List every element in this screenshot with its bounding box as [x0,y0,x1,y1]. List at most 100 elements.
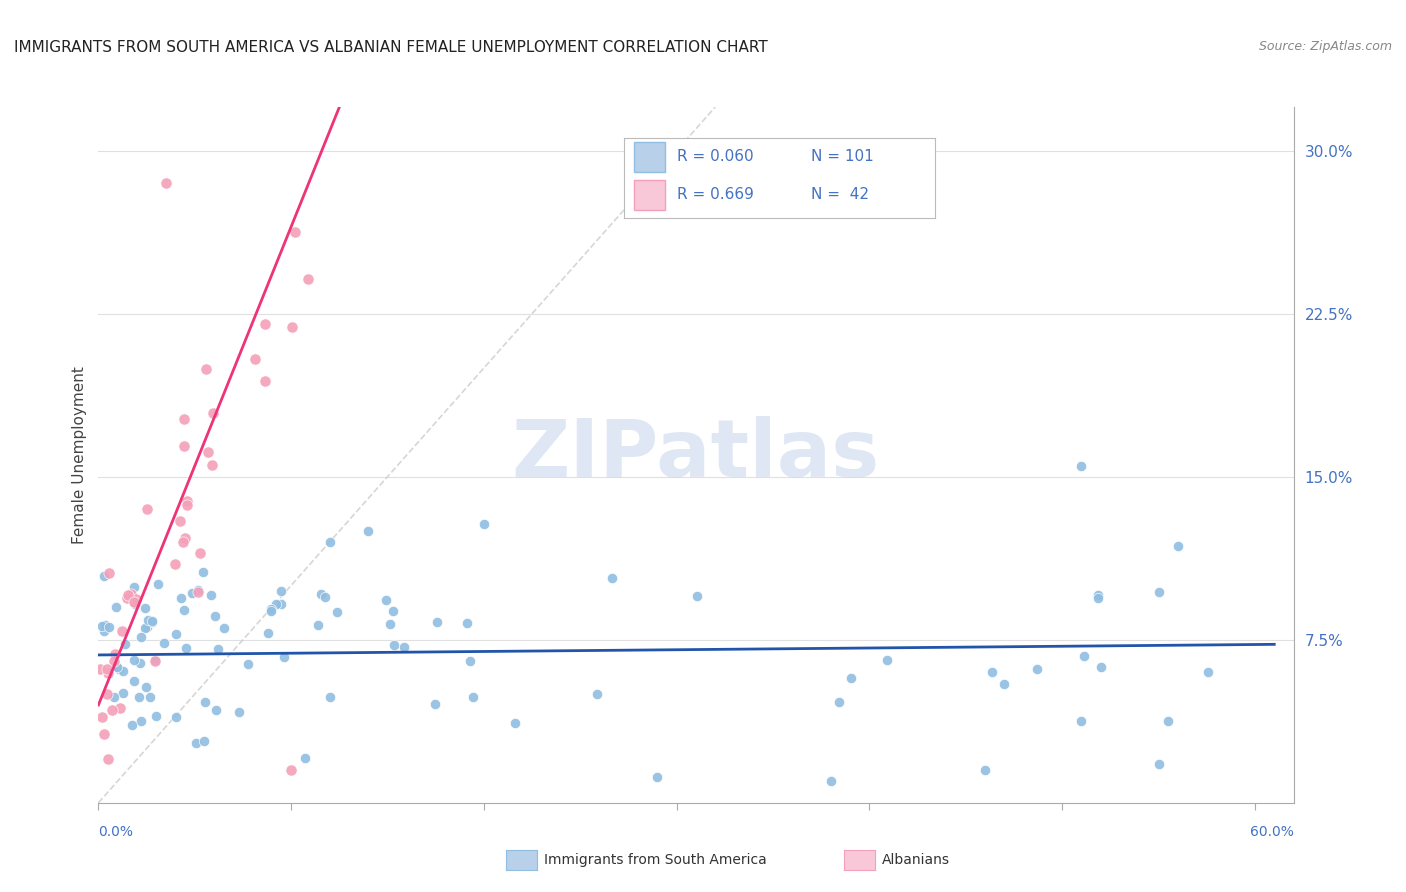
Point [1073,648,1095,663]
Point [309,587,332,601]
Point [197,444,219,458]
Point [173,603,195,617]
Point [1070,458,1092,473]
Point [186,582,208,597]
Text: N = 101: N = 101 [811,149,873,164]
Point [326,605,349,619]
Point [191,565,214,579]
Point [820,774,842,789]
Point [163,557,186,571]
Text: Immigrants from South America: Immigrants from South America [544,853,766,867]
Point [1147,584,1170,599]
Point [121,717,143,731]
Point [974,763,997,777]
Point [319,534,342,549]
Point [89,662,111,676]
Point [1157,714,1180,729]
Point [96,687,118,701]
Point [170,591,193,605]
Point [169,514,191,528]
Text: N =  42: N = 42 [811,187,869,202]
Point [1087,591,1109,605]
Point [176,493,198,508]
Point [115,591,138,605]
Point [980,665,1002,679]
Point [180,586,202,600]
Point [212,621,235,635]
Point [253,318,276,332]
Point [456,615,478,630]
Point [128,656,150,670]
Point [141,614,163,628]
Point [380,616,402,631]
Point [139,690,162,704]
Point [173,411,195,425]
Point [145,653,167,667]
Point [117,589,139,603]
Point [103,647,125,661]
Point [307,618,329,632]
Point [1167,539,1189,553]
Point [228,705,250,719]
Point [165,709,187,723]
Point [876,653,898,667]
Point [993,677,1015,691]
Point [270,584,292,599]
Point [600,571,623,585]
Text: 0.0%: 0.0% [98,825,134,839]
Point [97,752,120,766]
Point [93,618,115,632]
Point [122,580,145,594]
Point [98,620,121,634]
Point [647,770,669,784]
Point [207,641,229,656]
Point [236,657,259,671]
Point [686,589,709,603]
Point [586,687,609,701]
Point [260,602,283,616]
Point [193,733,215,747]
Point [186,736,208,750]
Text: IMMIGRANTS FROM SOUTH AMERICA VS ALBANIAN FEMALE UNEMPLOYMENT CORRELATION CHART: IMMIGRANTS FROM SOUTH AMERICA VS ALBANIA… [14,40,768,55]
Point [357,524,380,538]
Point [141,615,163,630]
Point [176,498,198,512]
Text: ZIPatlas: ZIPatlas [512,416,880,494]
Text: Albanians: Albanians [882,853,949,867]
Point [124,594,146,608]
Point [1197,665,1219,680]
Point [458,654,481,668]
Point [107,662,129,676]
Point [194,695,217,709]
Point [108,701,131,715]
Point [172,534,194,549]
Point [297,272,319,286]
Point [314,590,336,604]
Point [103,690,125,704]
Point [91,710,114,724]
Point [146,577,169,591]
Point [254,374,277,388]
Point [375,593,398,607]
Point [270,597,292,611]
Point [97,666,120,681]
Point [173,439,195,453]
Point [195,361,218,376]
Point [114,637,136,651]
Point [124,597,146,611]
Point [165,626,187,640]
Point [503,715,526,730]
Point [112,686,135,700]
Point [138,613,160,627]
Text: Source: ZipAtlas.com: Source: ZipAtlas.com [1258,40,1392,54]
Point [174,531,197,545]
Point [382,638,405,652]
Point [463,690,485,704]
Point [105,660,128,674]
Point [264,597,287,611]
FancyBboxPatch shape [634,142,665,172]
Point [828,695,851,709]
Point [187,584,209,599]
Point [273,649,295,664]
Point [93,727,115,741]
